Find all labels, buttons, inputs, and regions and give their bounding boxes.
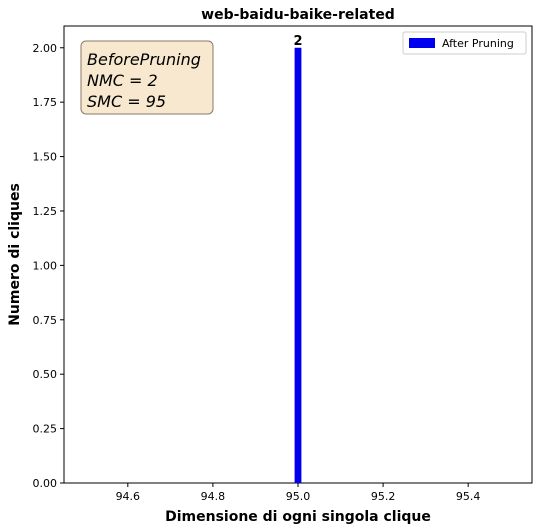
legend-label: After Pruning [442,37,514,50]
annotation-line-smc: SMC = 95 [87,92,166,111]
y-tick-label: 1.75 [33,96,58,109]
x-tick-label: 94.6 [116,490,141,503]
y-tick-label: 2.00 [33,42,58,55]
y-tick-label: 1.25 [33,205,58,218]
y-tick-label: 1.50 [33,151,58,164]
annotation-background [80,40,214,115]
annotation-line-before-pruning: BeforePruning [87,50,201,69]
x-tick-label: 95.0 [286,490,311,503]
y-tick-label: 0.50 [33,368,58,381]
x-tick-label: 94.8 [201,490,226,503]
annotation-box: BeforePruning NMC = 2 SMC = 95 [80,40,214,115]
legend: After Pruning [402,31,527,55]
bar-group: 2 [293,34,303,484]
y-tick-label: 1.00 [33,259,58,272]
chart-title: web-baidu-baike-related [201,7,395,23]
x-axis-label: Dimensione di ogni singola clique [165,509,431,525]
y-tick-label: 0.25 [33,423,58,436]
x-tick-label: 95.2 [371,490,396,503]
x-axis-ticks: 94.6 94.8 95.0 95.2 95.4 [116,483,481,503]
bar-data-label: 2 [293,34,302,49]
y-axis-label: Numero di cliques [7,183,23,326]
legend-box [402,31,527,55]
y-tick-label: 0.75 [33,314,58,327]
legend-swatch [409,38,435,48]
x-tick-label: 95.4 [456,490,481,503]
y-tick-label: 0.00 [33,477,58,490]
annotation-line-nmc: NMC = 2 [87,71,158,90]
bar [294,47,302,484]
y-axis-ticks: 0.00 0.25 0.50 0.75 1.00 1.25 1.50 1.75 2.00 [33,42,64,490]
